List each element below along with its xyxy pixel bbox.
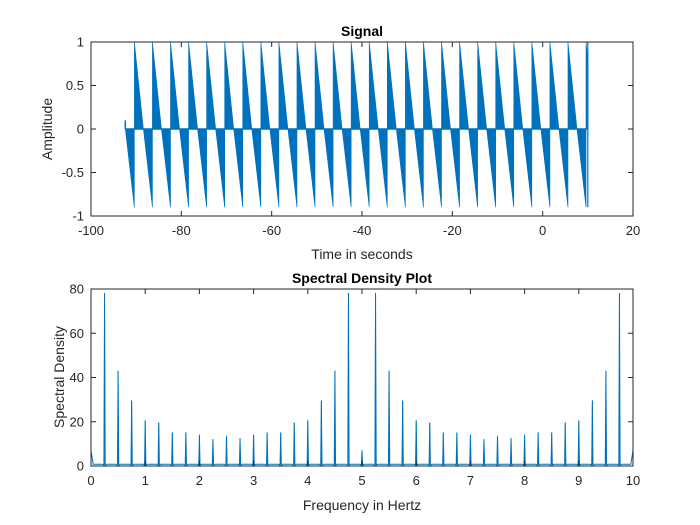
spectrum-y-tick-label: 20 xyxy=(70,414,84,429)
signal-pulse-positive xyxy=(224,41,235,130)
signal-pulse-negative xyxy=(341,128,352,208)
signal-pulse-negative xyxy=(215,128,225,208)
spectrum-x-tick-label: 9 xyxy=(575,473,582,488)
signal-pulse-negative xyxy=(233,128,244,208)
signal-pulse-negative xyxy=(522,128,533,208)
signal-y-tick-label: 0.5 xyxy=(66,78,84,93)
signal-title: Signal xyxy=(341,23,383,39)
signal-pulse-negative xyxy=(359,128,370,208)
signal-pulse-positive xyxy=(278,41,289,130)
signal-y-axis-label: Amplitude xyxy=(39,98,55,160)
signal-pulse-positive xyxy=(405,41,415,130)
spectrum-x-axis-label: Frequency in Hertz xyxy=(303,497,421,513)
signal-pulse-negative xyxy=(143,128,153,208)
signal-pulse-positive xyxy=(188,41,198,130)
spectrum-x-tick-label: 3 xyxy=(250,473,257,488)
signal-pulse-negative xyxy=(161,128,171,208)
spectral-density-line xyxy=(90,292,634,466)
spectrum-y-axis-label: Spectral Density xyxy=(51,326,67,428)
signal-pulse-positive xyxy=(134,41,144,130)
signal-pulse-positive xyxy=(152,41,162,130)
signal-pulse-negative xyxy=(468,128,478,208)
spectrum-plot-area xyxy=(91,289,633,466)
spectrum-x-tick-label: 4 xyxy=(304,473,311,488)
signal-pulse-negative xyxy=(395,128,406,208)
spectrum-x-tick-label: 10 xyxy=(626,473,640,488)
spectrum-x-tick-label: 6 xyxy=(413,473,420,488)
signal-y-tick-label: 0 xyxy=(77,122,84,137)
signal-x-axis-label: Time in seconds xyxy=(311,246,412,262)
spectrum-x-tick-label: 5 xyxy=(358,473,365,488)
signal-pulse-negative xyxy=(450,128,460,208)
signal-pulse-positive xyxy=(477,41,487,130)
spectral-density-series xyxy=(90,292,634,466)
spectrum-y-tick-label: 0 xyxy=(77,459,84,474)
signal-pulse-negative xyxy=(179,128,189,208)
signal-chart: -100 -80 -60 -40 -20 0 20 -1 -0.5 0 0.5 1 Signal T… xyxy=(39,23,640,262)
signal-x-tick-label: -40 xyxy=(353,223,372,238)
signal-x-tick-label: -80 xyxy=(172,223,191,238)
signal-pulse-negative xyxy=(305,128,316,208)
spectrum-y-tick-label: 80 xyxy=(70,282,84,297)
signal-pulse-positive xyxy=(567,41,578,130)
signal-pulse-positive xyxy=(495,41,506,130)
spectrum-x-tick-label: 2 xyxy=(196,473,203,488)
signal-pulse-negative xyxy=(576,128,587,208)
spectrum-x-ticks: 0 1 2 3 4 5 6 7 8 9 10 xyxy=(87,289,640,488)
signal-pulse-positive xyxy=(350,41,361,130)
signal-y-ticks: -1 -0.5 0 0.5 1 xyxy=(62,35,633,224)
spectrum-y-tick-label: 60 xyxy=(70,326,84,341)
signal-pulse-positive xyxy=(332,41,343,130)
spectral-density-chart: 0 1 2 3 4 5 6 7 8 9 10 0 20 40 60 80 Spectral Density … xyxy=(51,270,640,513)
spectrum-y-ticks: 0 20 40 60 80 xyxy=(70,282,633,474)
signal-pulse-negative xyxy=(197,128,207,208)
signal-pulse-negative xyxy=(323,128,334,208)
signal-y-tick-label: -0.5 xyxy=(62,165,84,180)
spectrum-x-tick-label: 7 xyxy=(467,473,474,488)
signal-pulse-positive xyxy=(441,41,451,130)
signal-pulse-negative xyxy=(124,128,135,208)
signal-pulse-negative xyxy=(414,128,424,208)
signal-x-tick-label: -60 xyxy=(262,223,281,238)
signal-pulse-negative xyxy=(251,128,262,208)
signal-pulse-positive xyxy=(314,41,325,130)
signal-x-tick-label: -100 xyxy=(78,223,104,238)
signal-pulse-positive xyxy=(296,41,307,130)
signal-pulse-negative xyxy=(504,128,515,208)
signal-pulse-positive xyxy=(549,41,560,130)
signal-pulse-positive xyxy=(459,41,469,130)
signal-x-tick-label: 0 xyxy=(539,223,546,238)
signal-pulse-positive xyxy=(206,41,216,130)
signal-pulse-positive xyxy=(386,41,397,130)
signal-pulse-negative xyxy=(432,128,442,208)
signal-x-ticks: -100 -80 -60 -40 -20 0 20 xyxy=(78,42,640,238)
spectrum-x-tick-label: 0 xyxy=(87,473,94,488)
signal-pulse-positive xyxy=(368,41,379,130)
signal-pulse-positive xyxy=(531,41,542,130)
signal-pulse-negative xyxy=(287,128,298,208)
signal-x-tick-label: 20 xyxy=(626,223,640,238)
spectrum-x-tick-label: 1 xyxy=(142,473,149,488)
spectrum-title: Spectral Density Plot xyxy=(292,270,432,286)
signal-y-tick-label: -1 xyxy=(72,209,84,224)
signal-pulse-negative xyxy=(540,128,551,208)
signal-pulse-positive xyxy=(170,41,180,130)
spectrum-y-tick-label: 40 xyxy=(70,370,84,385)
signal-pulse-negative xyxy=(558,128,569,208)
signal-pulse-positive xyxy=(242,41,253,130)
signal-y-tick-label: 1 xyxy=(77,35,84,50)
signal-x-tick-label: -20 xyxy=(443,223,462,238)
signal-pulse-positive xyxy=(260,41,271,130)
signal-pulse-positive xyxy=(423,41,433,130)
signal-pulse-positive xyxy=(513,41,524,130)
signal-pulse-negative xyxy=(269,128,280,208)
signal-series xyxy=(124,41,589,208)
spectrum-x-tick-label: 8 xyxy=(521,473,528,488)
signal-pulse-negative xyxy=(486,128,496,208)
signal-pulse-negative xyxy=(377,128,388,208)
